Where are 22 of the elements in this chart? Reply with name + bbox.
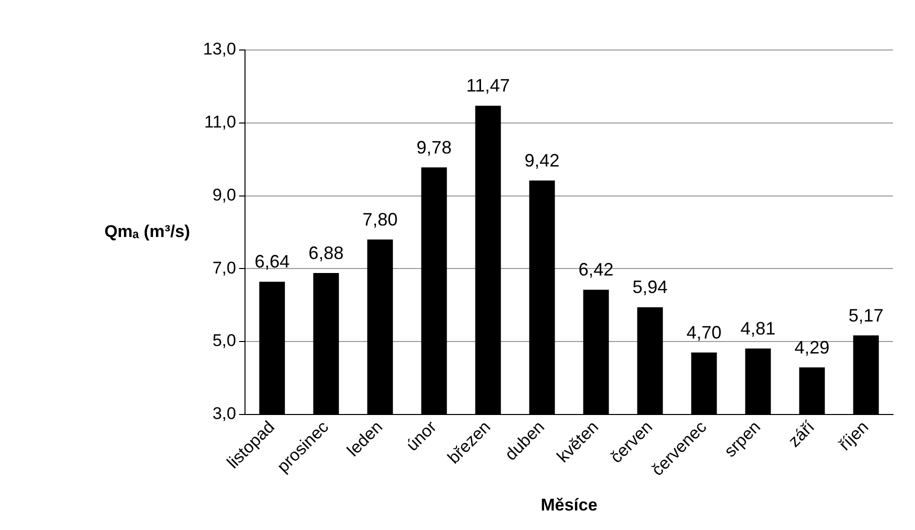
data-label: 11,47 xyxy=(466,76,510,96)
y-axis-title: Qmₐ (m³/s) xyxy=(104,222,190,241)
data-label: 5,94 xyxy=(632,277,668,298)
data-label: 6,88 xyxy=(308,242,344,263)
x-axis-title: Měsíce xyxy=(540,495,598,514)
y-tick-label: 5,0 xyxy=(212,331,236,350)
data-label: 6,64 xyxy=(254,252,290,272)
y-tick-label: 11,0 xyxy=(204,112,236,132)
x-tick-label: září xyxy=(784,417,818,451)
y-tick-label: 3,0 xyxy=(212,404,236,424)
data-label: 6,42 xyxy=(578,260,614,280)
y-tick-label: 13,0 xyxy=(202,40,236,59)
y-tick-label: 9,0 xyxy=(212,185,236,204)
x-tick-label: říjen xyxy=(835,417,872,454)
data-label: 4,29 xyxy=(794,337,830,358)
data-label: 5,17 xyxy=(848,305,884,326)
data-label: 7,80 xyxy=(362,209,398,230)
y-tick-label: 7,0 xyxy=(212,258,236,278)
data-label: 4,70 xyxy=(686,322,722,342)
data-label: 4,81 xyxy=(740,318,776,338)
data-label: 9,78 xyxy=(416,137,452,158)
data-label: 9,42 xyxy=(524,150,560,170)
